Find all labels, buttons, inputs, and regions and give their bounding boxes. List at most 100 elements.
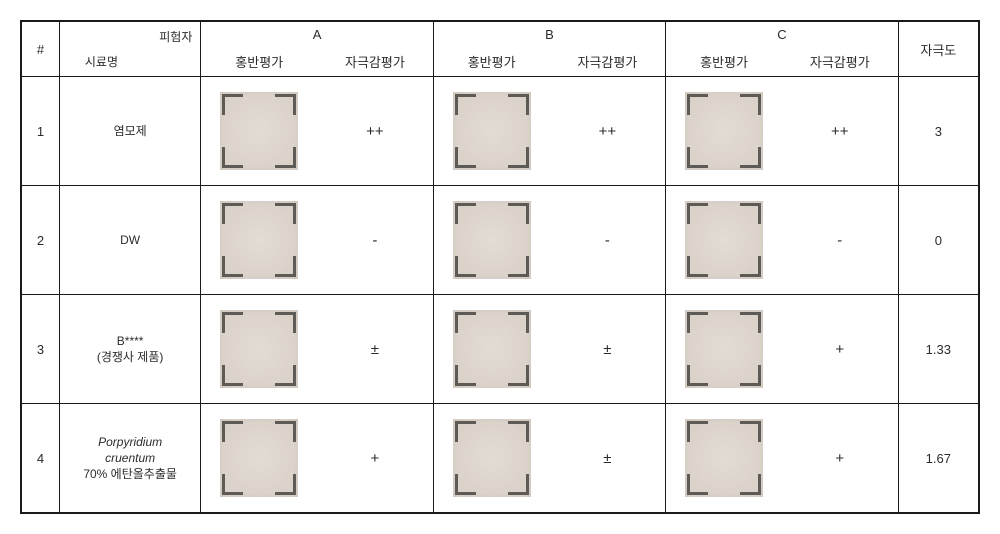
patch-image (685, 92, 763, 170)
table-row: 3B****(경쟁사 제품)±±+1.33 (21, 295, 979, 404)
erythema-patch-cell (433, 186, 549, 295)
header-num: # (21, 21, 59, 77)
patch-image (453, 92, 531, 170)
header-c-erythema: 홍반평가 (666, 47, 782, 77)
header-group-b: B (433, 21, 665, 47)
corner-marker-icon (508, 421, 529, 442)
corner-marker-icon (275, 256, 296, 277)
row-sample-name: B****(경쟁사 제품) (59, 295, 200, 404)
irritation-rating: - (317, 186, 433, 295)
corner-marker-icon (508, 256, 529, 277)
corner-marker-icon (455, 365, 476, 386)
corner-marker-icon (508, 365, 529, 386)
corner-marker-icon (740, 421, 761, 442)
corner-marker-icon (508, 203, 529, 224)
patch-image (685, 419, 763, 497)
erythema-patch-cell (201, 77, 317, 186)
row-sample-name: 염모제 (59, 77, 200, 186)
patch-image (685, 310, 763, 388)
corner-marker-icon (455, 312, 476, 333)
erythema-patch-cell (433, 295, 549, 404)
corner-marker-icon (275, 203, 296, 224)
corner-marker-icon (455, 421, 476, 442)
erythema-patch-cell (201, 186, 317, 295)
corner-marker-icon (740, 312, 761, 333)
corner-marker-icon (222, 421, 243, 442)
table-row: 4Porpyridiumcruentum70% 에탄올추출물+±+1.67 (21, 404, 979, 514)
header-c-irritation: 자극감평가 (782, 47, 898, 77)
patch-image (220, 92, 298, 170)
corner-marker-icon (687, 421, 708, 442)
header-group-c: C (666, 21, 898, 47)
corner-marker-icon (740, 256, 761, 277)
corner-marker-icon (222, 147, 243, 168)
irritation-rating: ++ (549, 77, 665, 186)
irritation-rating: ± (317, 295, 433, 404)
corner-marker-icon (508, 312, 529, 333)
row-number: 4 (21, 404, 59, 514)
corner-marker-icon (687, 147, 708, 168)
irritation-rating: - (549, 186, 665, 295)
corner-marker-icon (740, 203, 761, 224)
erythema-patch-cell (666, 295, 782, 404)
erythema-patch-cell (201, 404, 317, 514)
corner-marker-icon (740, 365, 761, 386)
erythema-patch-cell (666, 404, 782, 514)
corner-marker-icon (275, 312, 296, 333)
corner-marker-icon (275, 365, 296, 386)
header-sample-label: 시료명 (85, 53, 118, 70)
corner-marker-icon (508, 147, 529, 168)
corner-marker-icon (740, 94, 761, 115)
patch-test-table: # 피험자 시료명 A B C 자극도 홍반평가 자극감평가 홍반평가 자극감평… (20, 20, 980, 514)
corner-marker-icon (687, 203, 708, 224)
row-sample-name: DW (59, 186, 200, 295)
erythema-patch-cell (666, 77, 782, 186)
irritation-rating: + (782, 404, 898, 514)
irritation-rating: ± (549, 404, 665, 514)
corner-marker-icon (275, 147, 296, 168)
irritation-rating: - (782, 186, 898, 295)
header-a-irritation: 자극감평가 (317, 47, 433, 77)
corner-marker-icon (455, 203, 476, 224)
corner-marker-icon (222, 94, 243, 115)
irritation-score: 1.67 (898, 404, 979, 514)
header-b-erythema: 홍반평가 (433, 47, 549, 77)
corner-marker-icon (275, 94, 296, 115)
patch-image (453, 419, 531, 497)
corner-marker-icon (508, 94, 529, 115)
patch-image (453, 201, 531, 279)
corner-marker-icon (687, 256, 708, 277)
corner-marker-icon (222, 474, 243, 495)
erythema-patch-cell (201, 295, 317, 404)
patch-image (453, 310, 531, 388)
corner-marker-icon (740, 474, 761, 495)
irritation-rating: ++ (317, 77, 433, 186)
irritation-rating: + (782, 295, 898, 404)
header-b-irritation: 자극감평가 (549, 47, 665, 77)
header-diagonal: 피험자 시료명 (59, 21, 200, 77)
irritation-rating: ± (549, 295, 665, 404)
erythema-patch-cell (666, 186, 782, 295)
header-group-a: A (201, 21, 433, 47)
patch-image (220, 419, 298, 497)
irritation-rating: + (317, 404, 433, 514)
irritation-rating: ++ (782, 77, 898, 186)
row-number: 1 (21, 77, 59, 186)
erythema-patch-cell (433, 77, 549, 186)
corner-marker-icon (455, 474, 476, 495)
corner-marker-icon (455, 94, 476, 115)
corner-marker-icon (687, 312, 708, 333)
table-row: 2DW---0 (21, 186, 979, 295)
header-score: 자극도 (898, 21, 979, 77)
patch-image (220, 310, 298, 388)
corner-marker-icon (222, 256, 243, 277)
corner-marker-icon (275, 474, 296, 495)
corner-marker-icon (455, 147, 476, 168)
corner-marker-icon (222, 365, 243, 386)
patch-image (220, 201, 298, 279)
corner-marker-icon (508, 474, 529, 495)
irritation-score: 3 (898, 77, 979, 186)
irritation-score: 1.33 (898, 295, 979, 404)
patch-image (685, 201, 763, 279)
header-a-erythema: 홍반평가 (201, 47, 317, 77)
